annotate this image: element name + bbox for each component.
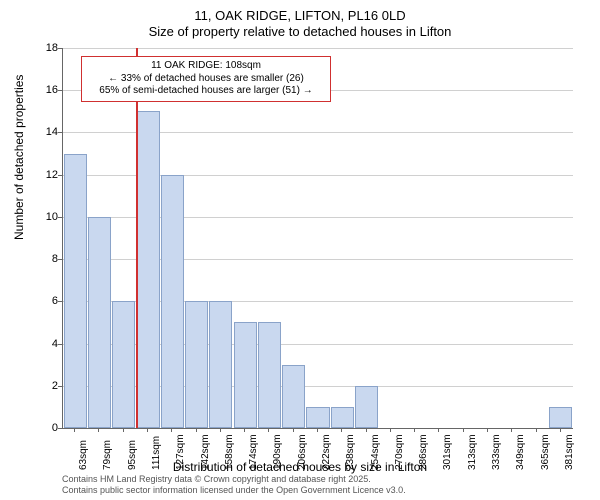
x-tick-mark xyxy=(171,428,172,432)
x-tick-mark xyxy=(196,428,197,432)
chart-title-line1: 11, OAK RIDGE, LIFTON, PL16 0LD xyxy=(0,8,600,23)
x-tick-mark xyxy=(366,428,367,432)
footnote: Contains HM Land Registry data © Crown c… xyxy=(62,474,406,496)
y-tick-label: 2 xyxy=(34,380,58,392)
bar xyxy=(234,322,257,428)
y-tick-label: 10 xyxy=(34,211,58,223)
bar xyxy=(209,301,232,428)
y-tick-label: 0 xyxy=(34,422,58,434)
chart-title-line2: Size of property relative to detached ho… xyxy=(0,24,600,39)
x-tick-mark xyxy=(414,428,415,432)
reference-line xyxy=(136,48,138,428)
x-tick-mark xyxy=(438,428,439,432)
bar xyxy=(64,154,87,428)
annotation-line2: ← 33% of detached houses are smaller (26… xyxy=(88,73,324,86)
x-tick-mark xyxy=(98,428,99,432)
x-tick-mark xyxy=(220,428,221,432)
bar xyxy=(112,301,135,428)
x-axis-label: Distribution of detached houses by size … xyxy=(0,460,600,474)
annotation-line1: 11 OAK RIDGE: 108sqm xyxy=(88,60,324,73)
x-tick-mark xyxy=(341,428,342,432)
y-tick-label: 16 xyxy=(34,84,58,96)
x-tick-mark xyxy=(123,428,124,432)
bar xyxy=(185,301,208,428)
x-tick-mark xyxy=(390,428,391,432)
x-tick-mark xyxy=(244,428,245,432)
y-tick-label: 4 xyxy=(34,338,58,350)
x-tick-mark xyxy=(560,428,561,432)
y-axis-label: Number of detached properties xyxy=(12,75,26,240)
bar xyxy=(331,407,354,428)
footnote-line2: Contains public sector information licen… xyxy=(62,485,406,496)
bar xyxy=(355,386,378,428)
annotation-line3: 65% of semi-detached houses are larger (… xyxy=(88,85,324,98)
bar xyxy=(282,365,305,428)
x-tick-mark xyxy=(536,428,537,432)
bar xyxy=(549,407,572,428)
x-tick-mark xyxy=(268,428,269,432)
x-tick-mark xyxy=(511,428,512,432)
y-tick-label: 14 xyxy=(34,126,58,138)
bar xyxy=(88,217,111,428)
bar xyxy=(161,175,184,428)
y-tick-label: 18 xyxy=(34,42,58,54)
x-tick-mark xyxy=(463,428,464,432)
annotation-box: 11 OAK RIDGE: 108sqm← 33% of detached ho… xyxy=(81,56,331,102)
y-tick-label: 8 xyxy=(34,253,58,265)
y-tick-label: 6 xyxy=(34,295,58,307)
plot-area: 11 OAK RIDGE: 108sqm← 33% of detached ho… xyxy=(62,48,573,429)
x-tick-mark xyxy=(293,428,294,432)
footnote-line1: Contains HM Land Registry data © Crown c… xyxy=(62,474,406,485)
x-tick-mark xyxy=(317,428,318,432)
x-tick-mark xyxy=(147,428,148,432)
gridline xyxy=(63,48,573,49)
bar xyxy=(258,322,281,428)
x-tick-mark xyxy=(487,428,488,432)
chart-container: 11, OAK RIDGE, LIFTON, PL16 0LD Size of … xyxy=(0,0,600,500)
y-tick-label: 12 xyxy=(34,169,58,181)
bar xyxy=(136,111,159,428)
x-tick-mark xyxy=(74,428,75,432)
bar xyxy=(306,407,329,428)
